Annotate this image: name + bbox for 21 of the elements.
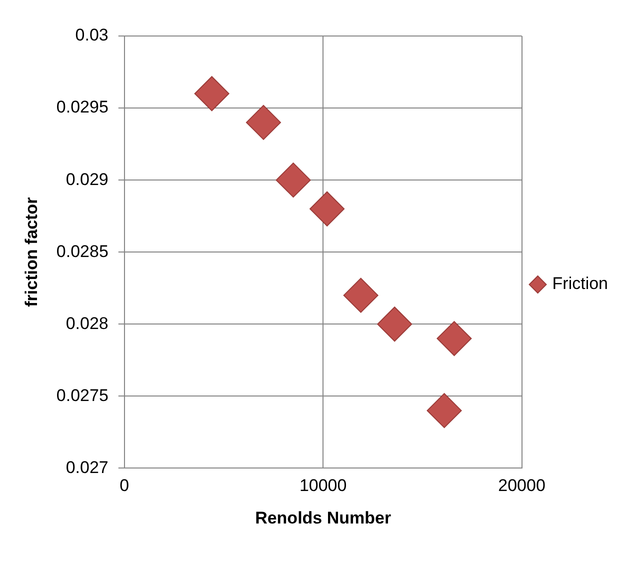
point bbox=[426, 393, 462, 428]
y-tick-label: 0.0275 bbox=[56, 386, 108, 405]
point bbox=[343, 278, 378, 313]
y-tick-label: 0.0295 bbox=[56, 98, 108, 117]
x-tick-label: 20000 bbox=[498, 476, 546, 496]
point bbox=[246, 104, 281, 140]
y-tick-label: 0.0285 bbox=[56, 242, 108, 261]
x-axis-title: Renolds Number bbox=[255, 508, 392, 528]
point bbox=[276, 162, 311, 198]
y-axis-title: friction factor bbox=[22, 196, 41, 307]
point bbox=[377, 306, 412, 342]
y-tick-label: 0.027 bbox=[66, 458, 108, 477]
x-tick-label: 10000 bbox=[299, 476, 347, 496]
point bbox=[436, 321, 472, 356]
y-tick-label: 0.03 bbox=[75, 26, 108, 45]
x-tick-label: 0 bbox=[120, 476, 130, 496]
legend-label: Friction bbox=[552, 274, 608, 294]
point bbox=[194, 76, 230, 112]
y-tick-label: 0.028 bbox=[66, 314, 108, 333]
y-tick-label: 0.029 bbox=[66, 170, 108, 189]
point bbox=[310, 191, 345, 226]
